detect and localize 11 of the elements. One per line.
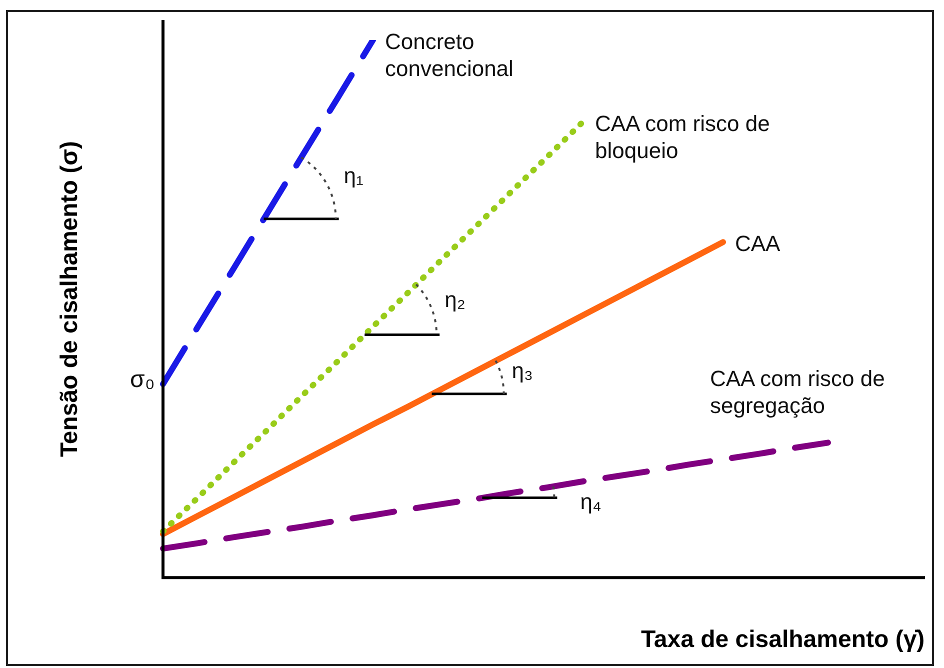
- annotation: η₄: [580, 488, 602, 515]
- annotation: η₃: [512, 356, 533, 384]
- series-label: CAA com risco de bloqueio: [595, 110, 770, 164]
- x-axis-title: Taxa de cisalhamento (γ̇): [641, 626, 925, 654]
- annotation: η₁: [344, 162, 364, 189]
- annotation: η₂: [444, 286, 466, 313]
- y-axis-title: Tensão de cisalhamento (σ): [56, 140, 84, 457]
- series-label: CAA com risco de segregação: [710, 364, 886, 419]
- series-label: CAA: [735, 230, 782, 258]
- series-label: Concreto convencional: [385, 28, 514, 82]
- text: σ₀: [130, 366, 155, 394]
